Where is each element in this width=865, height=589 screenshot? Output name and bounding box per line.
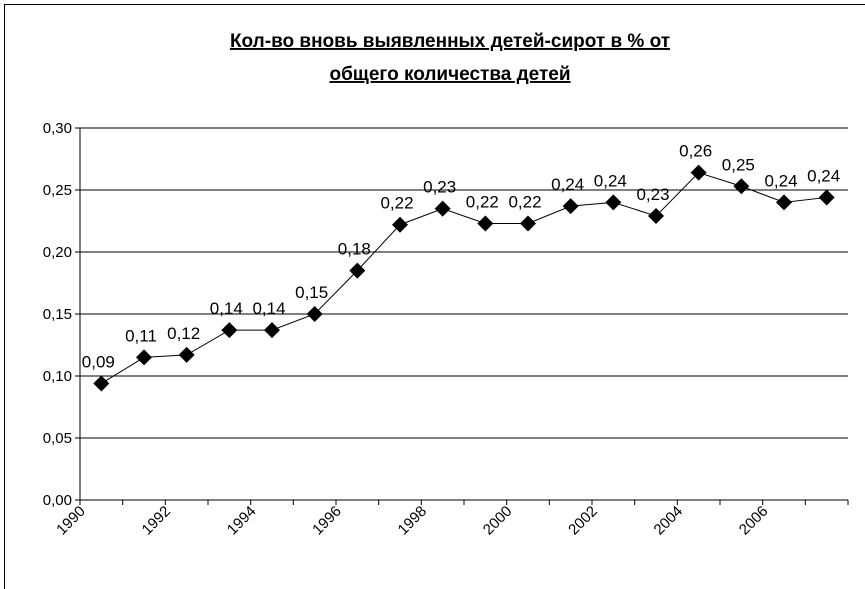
data-label: 0,22	[508, 192, 541, 211]
chart-title: Кол-во вновь выявленных детей-сирот в % …	[230, 31, 670, 52]
y-tick-label: 0,10	[43, 368, 72, 385]
marker	[93, 375, 110, 392]
marker	[690, 164, 707, 181]
chart-frame	[4, 4, 865, 589]
data-label: 0,22	[466, 192, 499, 211]
data-label: 0,15	[295, 283, 328, 302]
y-tick-label: 0,05	[43, 430, 72, 447]
marker	[477, 215, 494, 232]
marker	[136, 349, 152, 366]
y-tick-label: 0,20	[43, 244, 72, 261]
data-label: 0,14	[252, 299, 285, 318]
data-label: 0,14	[210, 299, 243, 318]
marker	[392, 216, 408, 233]
chart-title: общего количества детей	[329, 64, 570, 85]
data-label: 0,25	[722, 155, 755, 174]
y-tick-label: 0,30	[43, 120, 72, 137]
data-label: 0,09	[82, 352, 115, 371]
marker	[349, 262, 366, 279]
marker	[520, 215, 536, 232]
marker	[818, 189, 835, 206]
y-tick-label: 0,00	[43, 492, 72, 509]
data-label: 0,23	[636, 185, 669, 204]
marker	[434, 200, 451, 217]
marker	[776, 194, 792, 211]
marker	[306, 306, 323, 322]
data-label: 0,22	[380, 194, 413, 213]
marker	[733, 178, 750, 195]
marker	[562, 198, 579, 215]
line	[101, 172, 827, 384]
data-label: 0,24	[764, 171, 797, 190]
data-label: 0,24	[594, 171, 627, 190]
data-label: 0,11	[125, 326, 157, 345]
marker	[178, 346, 195, 363]
marker	[605, 194, 622, 211]
marker	[221, 322, 238, 339]
marker	[648, 208, 664, 225]
data-label: 0,12	[167, 324, 200, 343]
y-tick-label: 0,15	[43, 306, 72, 323]
data-label: 0,18	[338, 240, 371, 259]
data-label: 0,24	[551, 175, 584, 194]
data-label: 0,23	[423, 178, 456, 197]
data-label: 0,24	[807, 166, 840, 185]
y-tick-label: 0,25	[43, 182, 72, 199]
marker	[264, 322, 280, 339]
data-label: 0,26	[679, 142, 712, 161]
